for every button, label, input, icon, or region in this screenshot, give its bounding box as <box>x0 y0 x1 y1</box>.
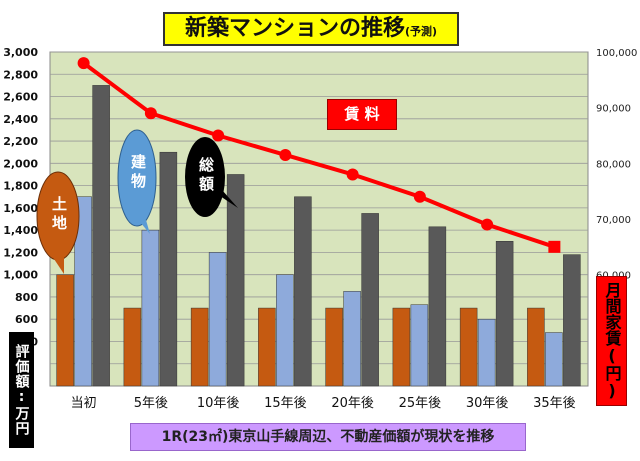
total-bar <box>294 196 312 387</box>
y-tick-label: 600 <box>15 313 38 326</box>
building-bar <box>276 274 294 387</box>
total-bar <box>563 254 581 387</box>
total-bubble <box>185 137 225 217</box>
rent-point <box>548 240 561 253</box>
rent-point <box>77 57 90 70</box>
y-axis-ticks: 4006008001,0001,2001,4001,6001,8002,0002… <box>3 46 38 348</box>
land-bar <box>190 307 209 387</box>
y-tick-label: 800 <box>15 291 38 304</box>
y-tick-label: 1,200 <box>3 246 38 259</box>
y-tick-label: 2,200 <box>3 135 38 148</box>
building-bar <box>74 196 92 387</box>
building-bar <box>208 252 227 387</box>
total-callout-label: 総額 <box>197 157 215 195</box>
building-bubble <box>117 129 157 227</box>
x-tick-label: 20年後 <box>331 396 374 411</box>
y-tick-label: 1,800 <box>3 180 38 193</box>
y-tick-label: 2,800 <box>3 68 38 81</box>
land-bar <box>56 274 74 387</box>
chart-title: 新築マンションの推移(予測) <box>163 12 459 46</box>
rent-callout: 賃 料 <box>327 99 397 130</box>
building-bar <box>477 318 496 387</box>
land-bar <box>123 307 142 387</box>
y2-tick-label: 70,000 <box>596 215 631 226</box>
total-bar <box>92 85 110 387</box>
title-main: 新築マンションの推移 <box>184 16 405 41</box>
title-sub: (予測) <box>404 25 438 38</box>
footnote: 1R(23㎡)東京山手線周辺、不動産価額が現状を推移 <box>130 423 526 451</box>
total-bubble-tail <box>220 190 238 208</box>
total-bar <box>495 241 514 387</box>
rent-point <box>144 107 157 120</box>
left-axis-label: 評価額:万円 <box>9 332 34 448</box>
y-tick-label: 2,000 <box>3 157 38 170</box>
x-tick-label: 5年後 <box>134 396 168 411</box>
rent-point <box>413 190 426 203</box>
rent-point <box>212 129 225 142</box>
land-bar <box>527 307 545 387</box>
building-bubble-tail <box>140 220 150 234</box>
land-bar <box>258 307 276 387</box>
land-bar <box>325 307 343 387</box>
building-bar <box>545 332 563 387</box>
y2-tick-label: 90,000 <box>596 104 631 115</box>
building-bar <box>141 229 160 387</box>
x-axis-ticks: 当初 5年後 10年後 15年後 20年後 25年後 30年後 35年後 <box>71 396 576 411</box>
land-bubble-tail <box>52 256 64 274</box>
total-bar <box>361 213 379 387</box>
rent-point <box>346 168 359 181</box>
land-bar <box>392 307 411 387</box>
y-tick-label: 2,400 <box>3 113 38 126</box>
total-bar <box>428 226 447 387</box>
rent-line <box>77 57 561 253</box>
x-tick-label: 当初 <box>71 396 97 411</box>
x-tick-label: 35年後 <box>533 396 576 411</box>
building-bar <box>343 291 361 387</box>
y-tick-label: 1,000 <box>3 269 38 282</box>
building-callout-label: 建物 <box>129 154 147 192</box>
x-tick-label: 10年後 <box>197 396 240 411</box>
callout-bubbles <box>36 129 238 274</box>
total-bar <box>226 174 245 387</box>
y-tick-label: 2,600 <box>3 91 38 104</box>
x-tick-label: 15年後 <box>264 396 307 411</box>
y-tick-label: 3,000 <box>3 46 38 59</box>
land-callout-label: 土地 <box>50 196 68 234</box>
rent-point <box>481 218 494 231</box>
land-bar <box>459 307 478 387</box>
x-tick-label: 30年後 <box>466 396 509 411</box>
y-tick-label: 1,400 <box>3 224 38 237</box>
x-tick-label: 25年後 <box>399 396 442 411</box>
bars <box>56 85 581 387</box>
y-tick-label: 1,600 <box>3 202 38 215</box>
y2-tick-label: 80,000 <box>596 159 631 170</box>
y2-tick-label: 100,000 <box>596 48 637 59</box>
right-axis-label: 月間家賃(円) <box>596 276 627 406</box>
rent-point <box>279 148 292 161</box>
building-bar <box>410 304 429 387</box>
total-bar <box>159 151 178 387</box>
rent-line-path <box>82 61 556 249</box>
